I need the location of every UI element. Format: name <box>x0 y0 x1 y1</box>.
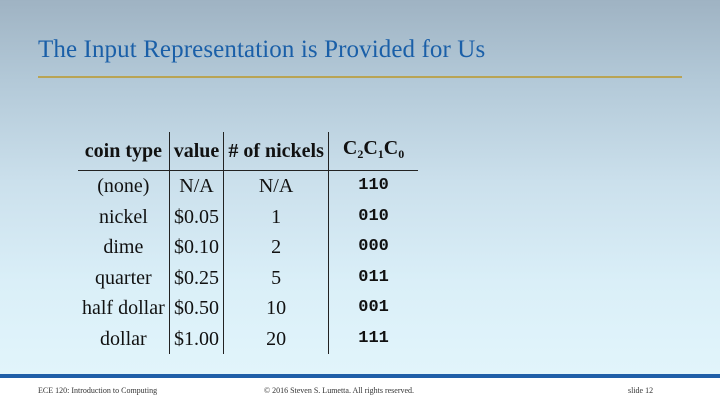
table-row: dime $0.10 2 000 <box>78 232 418 263</box>
cell-coin: nickel <box>78 201 170 232</box>
footer-slide-number: slide 12 <box>628 386 654 395</box>
table-row: (none) N/A N/A 110 <box>78 170 418 202</box>
cell-coin: quarter <box>78 262 170 293</box>
table-header-row: coin type value # of nickels C2C1C0 <box>78 132 419 171</box>
header-code-sub1: 1 <box>377 147 384 161</box>
footer-bar <box>0 374 720 378</box>
header-code-c1: C <box>363 137 378 159</box>
title-divider <box>38 76 682 78</box>
header-code-sub2: 2 <box>357 147 364 161</box>
table-row: dollar $1.00 20 111 <box>78 323 418 354</box>
footer-course: ECE 120: Introduction to Computing <box>38 386 158 395</box>
cell-coin: half dollar <box>78 293 170 324</box>
table-row: half dollar $0.50 10 001 <box>78 293 418 324</box>
cell-code: 010 <box>358 206 389 226</box>
cell-nickels: 20 <box>223 323 329 354</box>
header-nickels: # of nickels <box>223 132 329 171</box>
table-row: nickel $0.05 1 010 <box>78 201 418 232</box>
header-code-c0: C <box>383 137 399 159</box>
cell-value: $0.50 <box>169 293 225 324</box>
cell-value: $1.00 <box>169 323 225 354</box>
header-code-c2: C <box>342 137 358 159</box>
header-value: value <box>169 132 225 171</box>
cell-coin: (none) <box>78 170 170 202</box>
cell-nickels: 5 <box>223 262 329 293</box>
header-coin-type: coin type <box>78 132 170 171</box>
slide-title: The Input Representation is Provided for… <box>38 36 486 63</box>
cell-code: 111 <box>358 328 389 348</box>
cell-code: 001 <box>358 298 389 317</box>
cell-nickels: N/A <box>223 170 329 202</box>
footer-background <box>0 378 720 405</box>
header-code: C2C1C0 <box>328 132 419 171</box>
cell-value: $0.25 <box>169 262 225 293</box>
cell-nickels: 10 <box>223 293 329 324</box>
cell-value: $0.10 <box>169 232 225 263</box>
cell-coin: dollar <box>78 323 170 354</box>
cell-nickels: 2 <box>223 232 329 263</box>
table-row: quarter $0.25 5 011 <box>78 262 418 293</box>
cell-value: N/A <box>169 170 225 202</box>
cell-coin: dime <box>78 232 170 263</box>
cell-code: 000 <box>358 237 389 256</box>
coin-table: coin type value # of nickels C2C1C0 (non… <box>78 132 419 354</box>
cell-nickels: 1 <box>223 201 329 232</box>
cell-value: $0.05 <box>169 201 225 232</box>
cell-code: 110 <box>358 176 389 195</box>
header-code-sub0: 0 <box>398 147 405 161</box>
cell-code: 011 <box>358 267 389 287</box>
footer-copyright: © 2016 Steven S. Lumetta. All rights res… <box>264 386 415 395</box>
